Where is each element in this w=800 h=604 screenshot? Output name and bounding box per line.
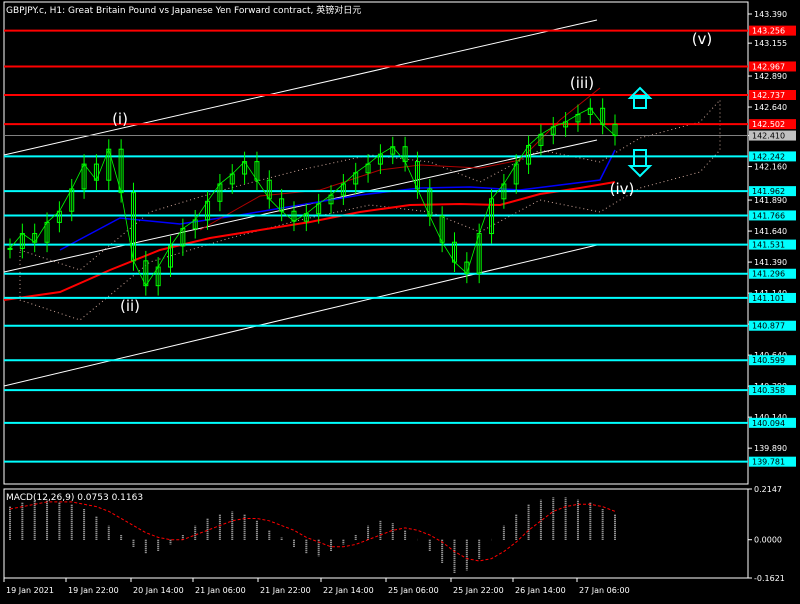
- level-price-tag: [749, 268, 796, 279]
- level-price-label: 143.256: [752, 27, 785, 36]
- current-price-label: 142.410: [752, 132, 785, 141]
- y-tick-label: 141.890: [754, 196, 787, 205]
- price-close-line: [9, 107, 616, 287]
- level-price-label: 140.599: [752, 356, 785, 365]
- level-price-label: 140.877: [752, 322, 785, 331]
- level-price-label: 141.962: [752, 187, 785, 196]
- x-tick-label: 22 Jan 14:00: [323, 586, 374, 595]
- y-tick-label: 139.890: [754, 444, 787, 453]
- macd-y-tick-label: 0.0000: [754, 536, 782, 545]
- wave-label: (iv): [610, 180, 635, 198]
- wave-label: (iii): [570, 74, 594, 92]
- level-price-label: 141.296: [752, 270, 785, 279]
- level-price-tag: [749, 61, 796, 72]
- level-price-tag: [749, 119, 796, 130]
- level-price-tag: [749, 417, 796, 428]
- y-tick-label: 140.140: [754, 413, 787, 422]
- macd-signal-line: [9, 501, 616, 562]
- level-price-label: 142.242: [752, 152, 785, 161]
- wave-label: (v): [692, 30, 713, 48]
- level-price-tag: [749, 239, 796, 250]
- moving-average-blue: [59, 149, 616, 251]
- level-price-label: 141.101: [752, 294, 785, 303]
- level-price-tag: [749, 320, 796, 331]
- level-price-tag: [749, 292, 796, 303]
- level-price-tag: [749, 25, 796, 36]
- level-price-label: 140.358: [752, 386, 785, 395]
- level-price-label: 141.531: [752, 241, 785, 250]
- macd-title: MACD(12,26,9) 0.0753 0.1163: [6, 493, 143, 503]
- level-price-tag: [749, 355, 796, 366]
- y-tick-label: 141.640: [754, 227, 787, 236]
- up-arrow-icon: [627, 86, 653, 109]
- level-price-tag: [749, 210, 796, 221]
- x-tick-label: 21 Jan 06:00: [195, 586, 246, 595]
- down-arrow-icon: [627, 149, 653, 178]
- x-tick-label: 20 Jan 14:00: [133, 586, 184, 595]
- x-tick-label: 19 Jan 2021: [6, 586, 54, 595]
- channel-upper-line: [3, 19, 598, 156]
- moving-average-red: [3, 181, 616, 301]
- y-tick-label: 143.155: [754, 39, 787, 48]
- channel-lower-line: [3, 244, 598, 387]
- level-price-tag: [749, 385, 796, 396]
- level-price-label: 139.781: [752, 458, 785, 467]
- main-panel-frame: [3, 1, 749, 485]
- y-tick-label: 142.890: [754, 72, 787, 81]
- x-tick-label: 25 Jan 22:00: [453, 586, 504, 595]
- price-candle-body: [7, 247, 13, 250]
- x-tick-label: 21 Jan 22:00: [260, 586, 311, 595]
- moving-average-darkred: [199, 87, 601, 231]
- x-tick-label: 19 Jan 22:00: [68, 586, 119, 595]
- chart-title: GBPJPY.c, H1: Great Britain Pound vs Jap…: [6, 4, 361, 16]
- x-tick-label: 26 Jan 14:00: [515, 586, 566, 595]
- x-tick-label: 27 Jan 06:00: [579, 586, 630, 595]
- level-price-tag: [749, 186, 796, 197]
- channel-middle-line: [3, 139, 598, 273]
- level-price-label: 141.766: [752, 211, 785, 220]
- macd-y-tick-label: 0.2147: [754, 485, 782, 494]
- current-price-tag: [749, 130, 796, 141]
- y-tick-label: 142.160: [754, 163, 787, 172]
- level-price-label: 142.737: [752, 91, 785, 100]
- y-tick-label: 142.640: [754, 103, 787, 112]
- y-tick-label: 141.390: [754, 258, 787, 267]
- level-price-label: 140.094: [752, 419, 785, 428]
- wave-label: (ii): [120, 297, 140, 315]
- level-price-label: 142.502: [752, 120, 785, 129]
- level-price-label: 142.967: [752, 62, 785, 71]
- level-price-tag: [749, 151, 796, 162]
- macd-panel-frame: [3, 488, 749, 579]
- wave-label: (i): [112, 110, 128, 128]
- y-tick-label: 143.390: [754, 10, 787, 19]
- macd-y-tick-label: -0.1621: [754, 574, 785, 583]
- level-price-tag: [749, 90, 796, 101]
- x-tick-label: 25 Jan 06:00: [388, 586, 439, 595]
- level-price-tag: [749, 456, 796, 467]
